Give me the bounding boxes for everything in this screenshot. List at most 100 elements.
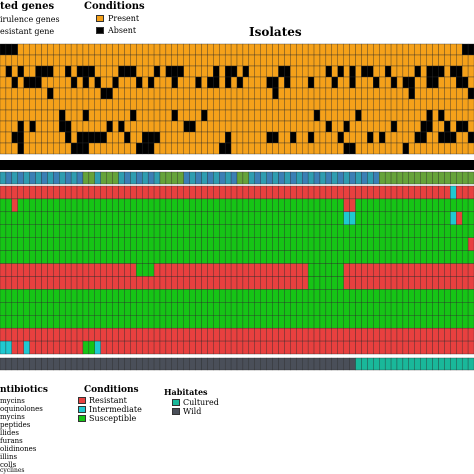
gene-cell-absent [278,65,285,78]
gene-cell-present [142,109,149,122]
resistant-cell [396,327,404,342]
gene-cell-present [444,87,451,100]
susceptible-cell [124,315,131,329]
resistant-cell [390,340,398,355]
gene-cell-present [41,131,48,144]
resistant-cell [432,340,439,355]
gene-cell-present [361,109,368,122]
gene-cell-present [337,87,344,100]
gene-cell-present [467,109,474,122]
resistant-cell [420,327,427,342]
resistant-cell [367,276,374,290]
group-strip-cell [390,171,398,185]
gene-cell-present [23,142,30,155]
gene-cell-present [142,98,149,111]
gene-cell-present [307,65,315,78]
gene-cell-absent [438,109,445,122]
gene-cell-absent [47,87,54,100]
susceptible-cell [343,289,350,303]
susceptible-cell [349,250,356,264]
gene-cell-present [384,109,392,122]
susceptible-cell [82,250,90,264]
habitat-cell-cultured [456,357,463,371]
gene-cell-absent [100,131,107,144]
susceptible-cell [307,198,315,213]
susceptible-cell [266,237,273,251]
susceptible-cell [171,302,178,316]
resistant-cell [278,276,285,290]
gene-cell-present [242,76,250,89]
resistant-cell [224,263,232,277]
resistant-cell [313,340,321,355]
gene-cell-present [396,109,404,122]
gene-cell-present [112,142,119,155]
susceptible-cell [254,237,261,251]
resistant-cell [414,185,421,200]
gene-cell-present [94,120,101,133]
habitat-cell-cultured [390,357,398,371]
susceptible-cell [361,289,368,303]
gene-cell-present [11,142,18,155]
gene-cell-present [396,43,404,56]
gene-cell-present [130,98,137,111]
habitat-cell-wild [41,357,48,371]
group-strip-cell [414,171,421,185]
susceptible-cell [171,237,178,251]
gene-cell-present [147,43,155,56]
group-strip-cell [444,171,451,185]
gene-cell-present [224,43,232,56]
gene-cell-present [420,109,427,122]
gene-cell-absent [165,65,173,78]
susceptible-cell [106,198,113,213]
susceptible-cell [17,250,24,264]
habitat-cell-wild [266,357,273,371]
susceptible-cell [142,289,149,303]
susceptible-cell [432,198,439,213]
susceptible-cell [313,276,321,290]
resistant-cell [124,276,131,290]
susceptible-cell [254,302,261,316]
gene-cell-present [384,98,392,111]
susceptible-cell [402,211,410,225]
resistant-cell [456,211,463,225]
gene-cell-present [23,87,30,100]
gene-cell-absent [456,120,463,133]
resistant-cell [207,276,214,290]
resistant-cell [47,276,54,290]
gene-cell-present [124,109,131,122]
susceptible-cell [17,224,24,238]
gene-cell-present [195,142,202,155]
gene-cell-present [23,54,30,67]
susceptible-cell [367,198,374,213]
resistant-cell [64,340,72,355]
gene-cell-present [100,43,107,56]
susceptible-cell [296,250,303,264]
resistant-cell [302,185,309,200]
gene-cell-present [272,54,279,67]
group-strip-cell [142,171,149,185]
resistant-cell [5,263,13,277]
gene-cell-present [47,131,54,144]
resistant-cell [88,327,96,342]
gene-cell-absent [438,131,445,144]
resistant-cell [384,263,392,277]
gene-cell-present [165,109,173,122]
susceptible-cell [290,198,297,213]
gene-cell-present [331,142,338,155]
gene-cell-present [17,76,24,89]
resistant-cell [302,340,309,355]
susceptible-cell [47,289,54,303]
susceptible-cell [432,289,439,303]
susceptible-cell [284,198,291,213]
resistant-cell [361,340,368,355]
susceptible-cell [432,237,439,251]
gene-cell-present [213,142,220,155]
susceptible-cell [390,224,398,238]
gene-cell-present [278,120,285,133]
susceptible-cell [349,237,356,251]
habitat-cell-wild [302,357,309,371]
gene-cell-present [373,65,380,78]
gene-cell-present [236,54,244,67]
gene-cell-present [272,109,279,122]
gene-cell-present [35,54,42,67]
